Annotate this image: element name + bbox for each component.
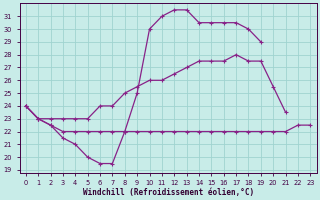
X-axis label: Windchill (Refroidissement éolien,°C): Windchill (Refroidissement éolien,°C) bbox=[83, 188, 254, 197]
